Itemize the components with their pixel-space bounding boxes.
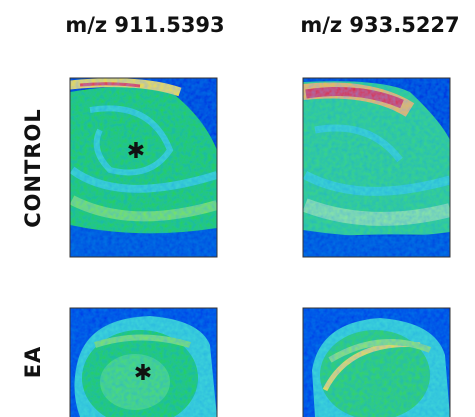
tissue-image — [303, 308, 450, 417]
row-label: CONTROL — [21, 108, 45, 228]
figure: m/z 911.5393 m/z 933.5227 CONTROL EA ✱ ✱ — [0, 0, 475, 417]
tissue-image — [70, 78, 217, 257]
column-header: m/z 933.5227 — [300, 13, 459, 37]
marker: ✱ — [127, 139, 145, 164]
marker: ✱ — [134, 361, 152, 386]
row-label: EA — [21, 346, 45, 379]
column-header: m/z 911.5393 — [65, 13, 224, 37]
tissue-image — [303, 78, 450, 257]
